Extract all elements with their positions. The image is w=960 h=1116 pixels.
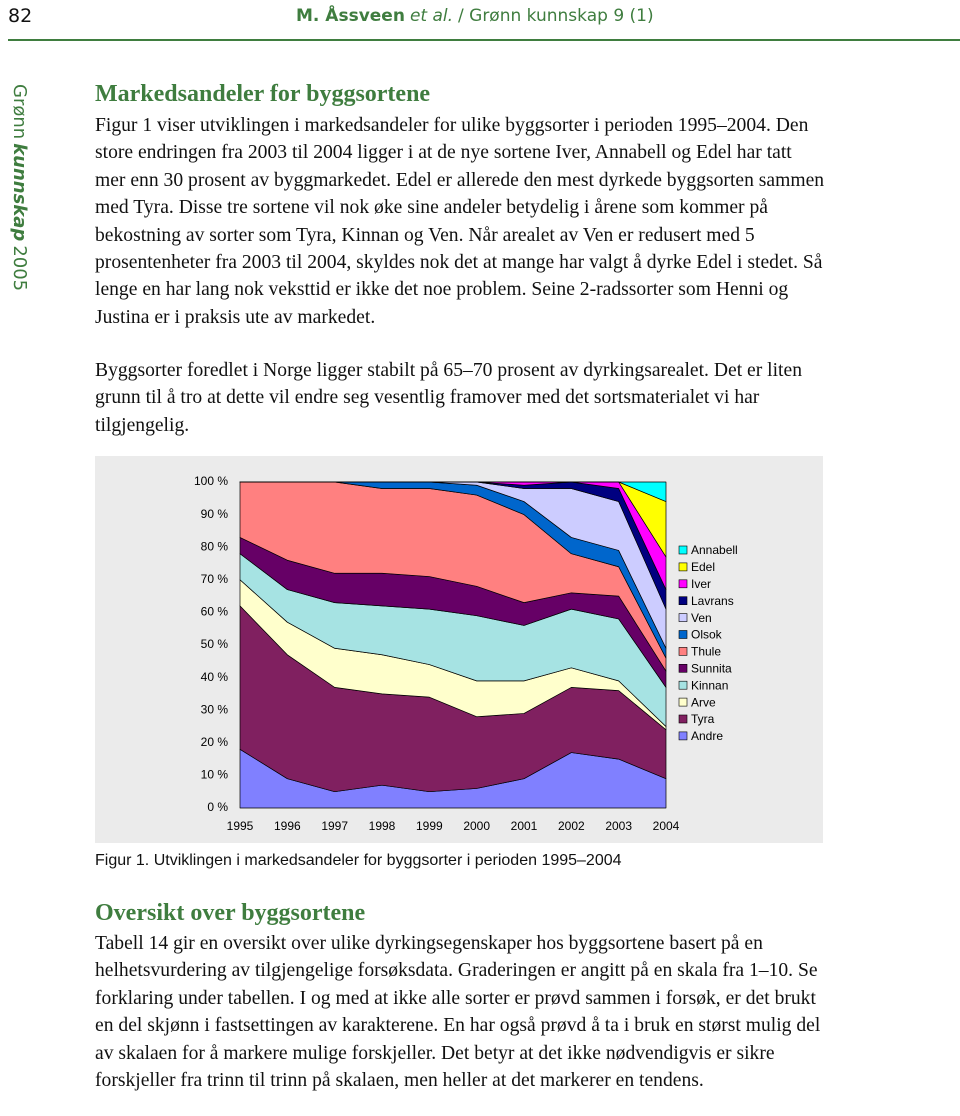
y-tick-label: 20 % [201,735,229,749]
page-number: 82 [8,5,33,27]
legend-swatch [678,647,688,656]
x-tick-label: 1995 [227,819,254,833]
legend-swatch [678,731,688,741]
side-label: Grønn kunnskap 2005 [6,84,30,292]
y-tick-label: 100 % [194,474,228,488]
y-tick-label: 90 % [201,507,229,521]
x-tick-label: 2002 [558,819,585,833]
y-tick-label: 60 % [201,605,229,619]
y-tick-label: 50 % [201,637,229,651]
legend-label: Andre [691,729,723,743]
section-heading: Markedsandeler for byggsortene [95,81,431,107]
side-label-part: kunnskap [9,143,30,242]
x-tick-label: 2003 [605,819,632,833]
x-tick-label: 1999 [416,819,443,833]
y-tick-label: 40 % [201,670,229,684]
legend-label: Edel [691,560,715,574]
legend-swatch [678,697,688,707]
legend-label: Ven [691,611,712,625]
legend-label: Kinnan [691,678,728,692]
legend-swatch [678,664,688,673]
legend-label: Iver [691,577,711,591]
area [239,481,667,502]
legend-swatch [678,613,688,622]
chart: 0 % 10 % 20 % 30 % 40 % 50 % 60 % 70 % 80 % 90 % 1… [95,456,823,843]
journal: / Grønn kunnskap 9 (1) [458,6,654,26]
y-tick-label: 70 % [201,572,229,586]
legend-swatch [678,680,688,690]
legend-swatch [678,579,688,589]
legend-label: Olsok [691,628,723,642]
header-rule [8,39,960,41]
legend-label: Tyra [691,712,715,726]
et-al: et al. [409,6,454,26]
paragraph: Figur 1 viser utviklingen i markedsandel… [95,115,825,328]
x-tick-label: 2001 [511,819,538,833]
legend-label: Lavrans [691,594,734,608]
x-tick-label: 2000 [463,819,490,833]
x-tick-label: 1998 [369,819,396,833]
y-tick-label: 0 % [207,800,228,814]
side-label-part: 2005 [9,245,30,292]
x-tick-label: 1997 [321,819,348,833]
section-heading: Oversikt over byggsortene [95,900,366,926]
y-tick-label: 30 % [201,702,229,716]
paragraph: Byggsorter foredlet i Norge ligger stabi… [95,360,802,436]
running-header: M. Åssveen et al. / Grønn kunnskap 9 (1) [296,6,654,26]
x-tick-label: 1996 [274,819,301,833]
legend-label: Sunnita [691,661,732,675]
figure-caption: Figur 1. Utviklingen i markedsandeler fo… [95,852,622,869]
legend-label: Thule [691,645,721,659]
side-label-part: Grønn [9,84,30,140]
legend-swatch [678,714,688,724]
paragraph: Tabell 14 gir en oversikt over ulike dyr… [95,933,821,1092]
y-tick-label: 10 % [201,768,229,782]
authors: M. Åssveen [296,6,405,26]
x-tick-label: 2004 [653,819,680,833]
legend-swatch [678,545,688,555]
legend-swatch [678,596,688,605]
legend-label: Arve [691,695,716,709]
legend-label: Annabell [691,543,738,557]
y-tick-label: 80 % [201,539,229,553]
legend-swatch [678,630,688,639]
legend-swatch [678,562,688,572]
